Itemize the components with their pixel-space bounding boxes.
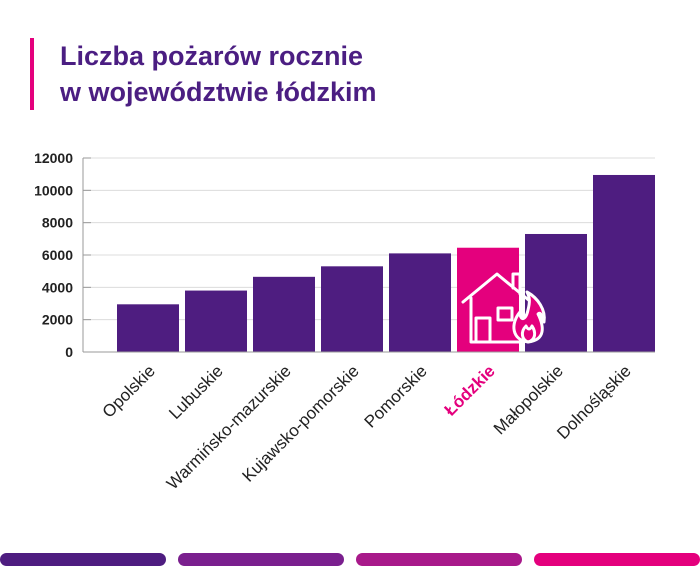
y-tick-label: 0: [65, 344, 73, 360]
x-tick-label: Łódzkie: [441, 361, 499, 419]
y-tick-label: 10000: [34, 182, 73, 198]
chart-title: Liczba pożarów rocznie w województwie łó…: [30, 38, 377, 110]
bar-chart: 0 2000 4000 6000 8000 10000 12000 Opolskie Lubus…: [34, 150, 655, 493]
y-tick-label: 2000: [42, 312, 73, 328]
chart-title-line-1: Liczba pożarów rocznie: [60, 41, 364, 71]
x-tick-label: Pomorskie: [361, 361, 431, 431]
footer-stripe: [534, 553, 700, 566]
y-tick-label: 12000: [34, 150, 73, 166]
footer-stripe: [0, 553, 166, 566]
house-fire-icon: [461, 272, 546, 344]
x-tick-label: Warmińsko-mazurskie: [163, 361, 295, 493]
bar-1: [117, 304, 179, 352]
bar-4: [321, 266, 383, 352]
bar-5: [389, 253, 451, 352]
y-tick-label: 4000: [42, 279, 73, 295]
y-tick-label: 8000: [42, 215, 73, 231]
bar-2: [185, 290, 247, 352]
chart-title-line-2: w województwie łódzkim: [60, 77, 377, 107]
footer-stripe: [356, 553, 522, 566]
x-tick-label: Kujawsko-pomorskie: [238, 361, 362, 485]
x-tick-label: Lubuskie: [165, 361, 227, 423]
bar-3: [253, 276, 315, 352]
x-tick-label: Opolskie: [99, 361, 159, 421]
footer-decoration: [0, 553, 700, 566]
bar-8: [593, 174, 655, 352]
y-tick-label: 6000: [42, 247, 73, 263]
footer-stripe: [178, 553, 344, 566]
